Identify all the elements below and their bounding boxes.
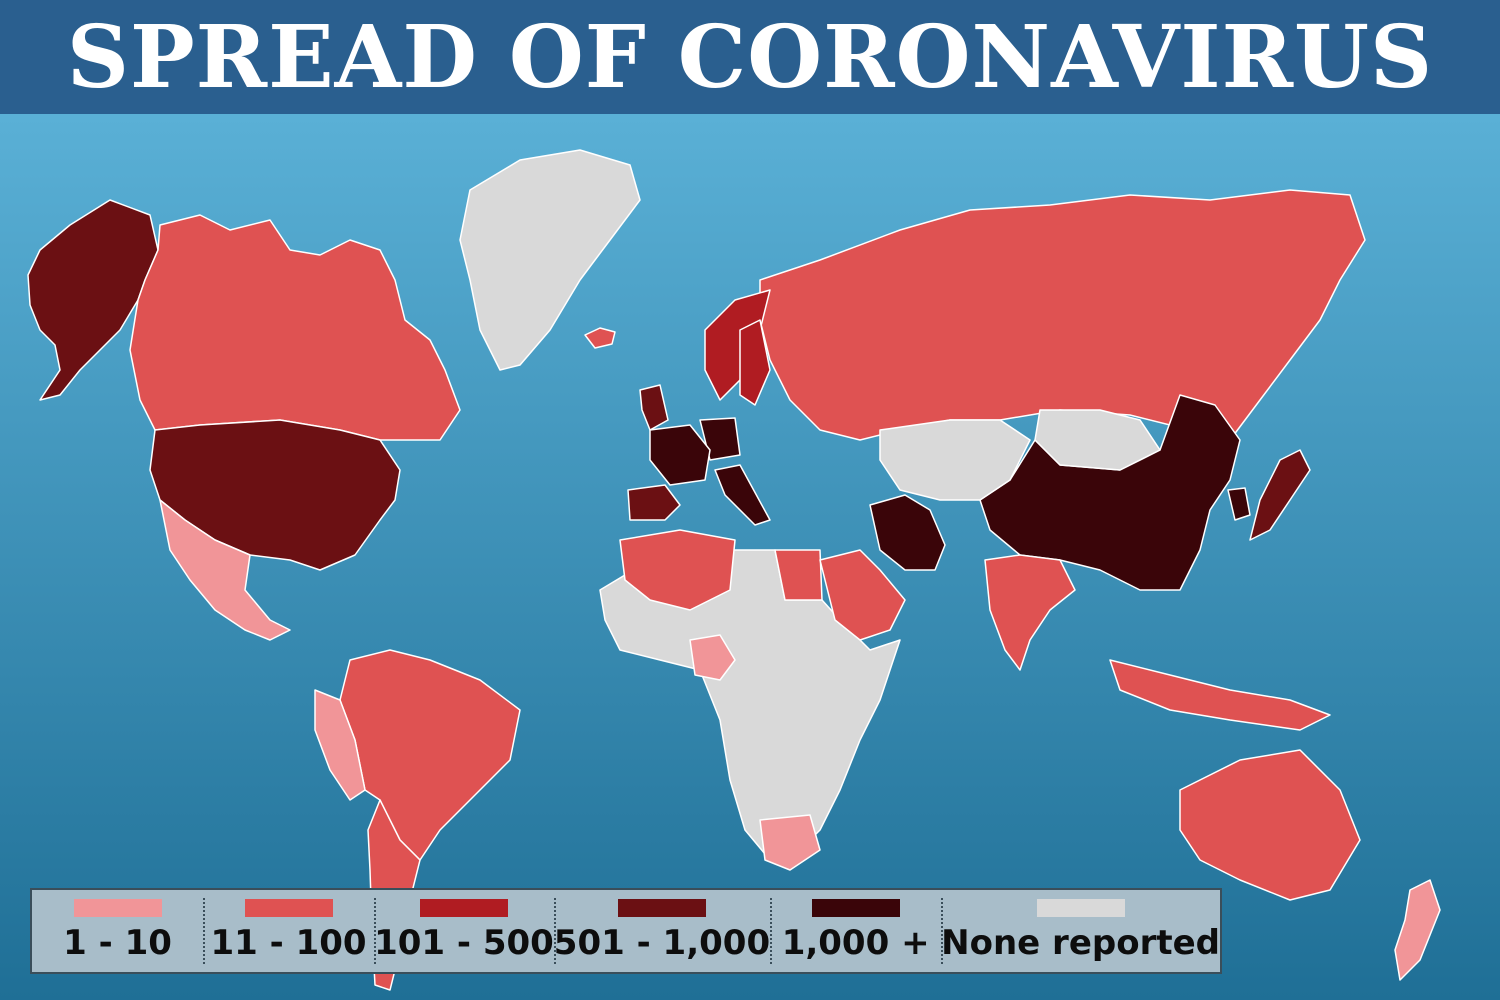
legend: 1 - 10 11 - 100 101 - 500 501 - 1,000 1,000 … bbox=[30, 888, 1222, 974]
legend-item: None reported bbox=[941, 890, 1220, 972]
legend-label: None reported bbox=[941, 923, 1220, 963]
legend-swatch bbox=[617, 899, 706, 917]
legend-item: 1,000 + bbox=[770, 890, 941, 972]
legend-label: 11 - 100 bbox=[210, 923, 367, 963]
region-egypt bbox=[774, 549, 823, 601]
region-mongolia bbox=[1034, 409, 1161, 471]
region-greenland bbox=[459, 149, 641, 371]
region-kazakhstan bbox=[879, 419, 1031, 501]
page-title: SPREAD OF CORONAVIRUS bbox=[66, 6, 1434, 108]
region-south-korea bbox=[1227, 487, 1251, 521]
legend-swatch bbox=[244, 899, 333, 917]
region-saudi-arabia bbox=[819, 549, 906, 641]
legend-item: 1 - 10 bbox=[32, 890, 203, 972]
legend-swatch bbox=[1036, 899, 1125, 917]
legend-swatch bbox=[419, 899, 508, 917]
region-japan bbox=[1249, 449, 1311, 541]
region-italy bbox=[714, 464, 771, 526]
legend-label: 1,000 + bbox=[781, 923, 930, 963]
region-spain bbox=[627, 484, 681, 521]
region-algeria bbox=[619, 529, 736, 611]
region-russia bbox=[759, 189, 1366, 441]
region-nigeria bbox=[689, 634, 736, 681]
legend-label: 501 - 1,000 bbox=[553, 923, 771, 963]
legend-swatch bbox=[73, 899, 162, 917]
region-france bbox=[649, 424, 711, 486]
region-south-africa bbox=[759, 814, 821, 871]
region-mexico bbox=[159, 499, 291, 641]
legend-item: 501 - 1,000 bbox=[553, 890, 771, 972]
region-united-kingdom bbox=[639, 384, 669, 431]
region-iceland bbox=[584, 327, 616, 349]
region-sweden bbox=[739, 319, 771, 406]
region-iran bbox=[869, 494, 946, 571]
region-australia bbox=[1179, 749, 1361, 901]
region-alaska bbox=[27, 199, 159, 401]
legend-item: 11 - 100 bbox=[203, 890, 374, 972]
region-new-zealand bbox=[1394, 879, 1441, 981]
legend-label: 101 - 500 bbox=[374, 923, 554, 963]
region-canada bbox=[129, 214, 461, 441]
legend-swatch bbox=[811, 899, 900, 917]
region-indonesia bbox=[1109, 659, 1331, 731]
world-map bbox=[0, 114, 1500, 1000]
region-india bbox=[984, 554, 1076, 671]
region-peru bbox=[314, 689, 366, 801]
legend-label: 1 - 10 bbox=[63, 923, 172, 963]
legend-item: 101 - 500 bbox=[374, 890, 554, 972]
title-banner: SPREAD OF CORONAVIRUS bbox=[0, 0, 1500, 114]
